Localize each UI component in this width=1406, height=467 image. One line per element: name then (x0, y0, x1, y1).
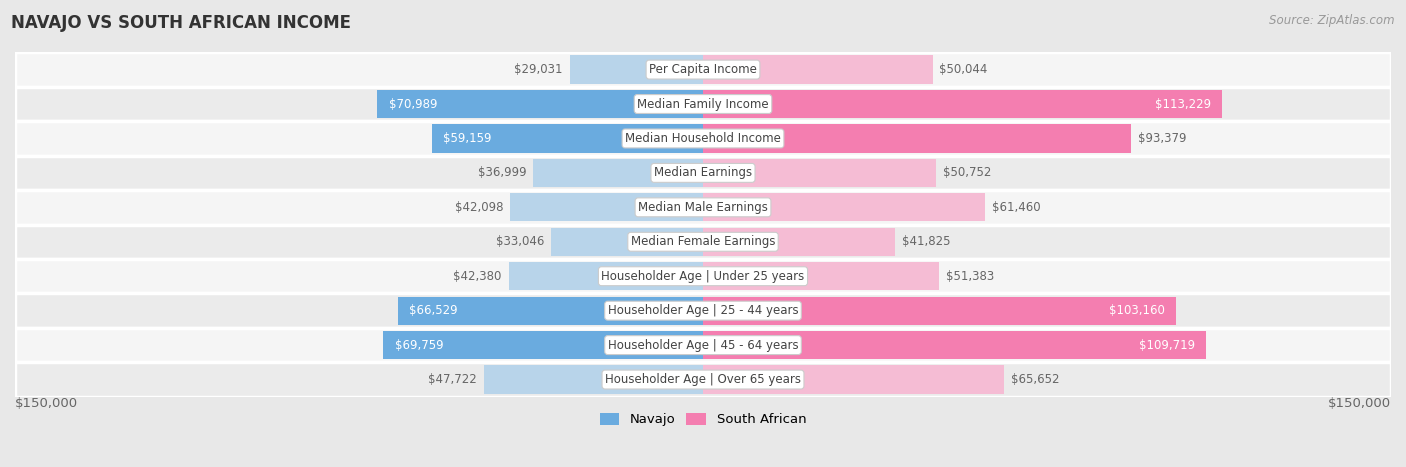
Text: $103,160: $103,160 (1109, 304, 1164, 317)
Text: $59,159: $59,159 (443, 132, 492, 145)
Bar (15, 87, 1391, 121)
Text: Source: ZipAtlas.com: Source: ZipAtlas.com (1270, 14, 1395, 27)
Text: $51,383: $51,383 (946, 270, 994, 283)
Bar (703, 331, 1206, 359)
Text: Householder Age | 25 - 44 years: Householder Age | 25 - 44 years (607, 304, 799, 317)
Bar (432, 124, 703, 153)
Text: $150,000: $150,000 (1327, 397, 1391, 410)
Bar (703, 297, 1177, 325)
Text: $36,999: $36,999 (478, 166, 526, 179)
Text: Per Capita Income: Per Capita Income (650, 63, 756, 76)
Bar (551, 228, 703, 256)
Text: $50,752: $50,752 (942, 166, 991, 179)
Bar (377, 90, 703, 118)
Text: NAVAJO VS SOUTH AFRICAN INCOME: NAVAJO VS SOUTH AFRICAN INCOME (11, 14, 352, 32)
Bar (382, 331, 703, 359)
Bar (398, 297, 703, 325)
Bar (484, 365, 703, 394)
Bar (703, 124, 1132, 153)
Bar (15, 362, 1391, 397)
Bar (703, 262, 939, 290)
Text: $113,229: $113,229 (1154, 98, 1211, 111)
Bar (15, 190, 1391, 225)
Bar (703, 228, 894, 256)
Text: Median Male Earnings: Median Male Earnings (638, 201, 768, 214)
Text: $109,719: $109,719 (1139, 339, 1195, 352)
Bar (703, 365, 1004, 394)
Bar (15, 52, 1391, 87)
Text: $47,722: $47,722 (429, 373, 477, 386)
Legend: Navajo, South African: Navajo, South African (595, 408, 811, 432)
Text: $65,652: $65,652 (1011, 373, 1060, 386)
Bar (510, 193, 703, 221)
Bar (703, 193, 984, 221)
Text: $42,380: $42,380 (453, 270, 502, 283)
Bar (703, 56, 932, 84)
Text: $41,825: $41,825 (901, 235, 950, 248)
Bar (509, 262, 703, 290)
Bar (15, 121, 1391, 156)
Bar (533, 159, 703, 187)
Text: Median Household Income: Median Household Income (626, 132, 780, 145)
Bar (703, 90, 1222, 118)
Text: $42,098: $42,098 (454, 201, 503, 214)
Text: $93,379: $93,379 (1139, 132, 1187, 145)
Bar (15, 293, 1391, 328)
Text: $50,044: $50,044 (939, 63, 988, 76)
Text: $29,031: $29,031 (515, 63, 562, 76)
Text: $66,529: $66,529 (409, 304, 458, 317)
Text: Median Earnings: Median Earnings (654, 166, 752, 179)
Bar (15, 225, 1391, 259)
Text: $70,989: $70,989 (389, 98, 437, 111)
Text: $69,759: $69,759 (395, 339, 443, 352)
Text: $61,460: $61,460 (991, 201, 1040, 214)
Text: $33,046: $33,046 (496, 235, 544, 248)
Text: Median Female Earnings: Median Female Earnings (631, 235, 775, 248)
Text: Householder Age | Over 65 years: Householder Age | Over 65 years (605, 373, 801, 386)
Text: $150,000: $150,000 (15, 397, 79, 410)
Text: Householder Age | 45 - 64 years: Householder Age | 45 - 64 years (607, 339, 799, 352)
Bar (15, 156, 1391, 190)
Text: Median Family Income: Median Family Income (637, 98, 769, 111)
Text: Householder Age | Under 25 years: Householder Age | Under 25 years (602, 270, 804, 283)
Bar (15, 259, 1391, 293)
Bar (569, 56, 703, 84)
Bar (15, 328, 1391, 362)
Bar (703, 159, 936, 187)
